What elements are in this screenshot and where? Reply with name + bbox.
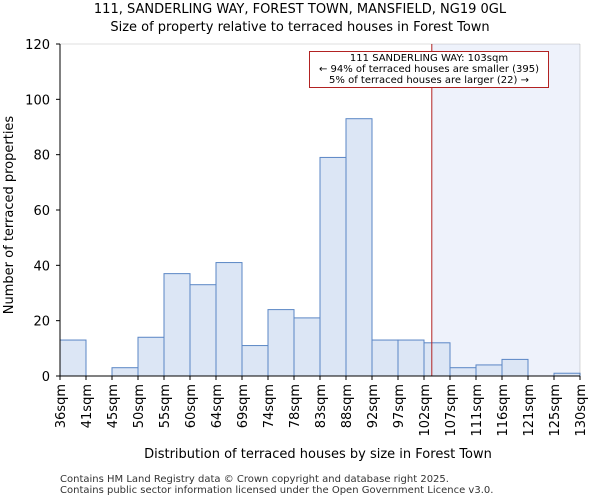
y-tick-label: 0	[42, 370, 50, 385]
bars-group	[59, 118, 581, 377]
x-tick-label: 102sqm	[418, 384, 433, 437]
bar-102sqm	[423, 342, 451, 377]
y-axis-label: Number of terraced properties	[2, 116, 17, 315]
x-tick-label: 69sqm	[236, 384, 251, 428]
annotation-line-3: 5% of terraced houses are larger (22) →	[329, 75, 529, 86]
bar-69sqm	[241, 345, 269, 377]
x-tick-label: 64sqm	[210, 384, 225, 428]
x-ticks-group: 36sqm 41sqm 45sqm 50sqm 55sqm 60sqm 64sqm 69sqm…	[54, 376, 589, 437]
x-tick-label: 130sqm	[574, 384, 589, 437]
x-tick-label: 92sqm	[366, 384, 381, 428]
x-tick-label: 97sqm	[392, 384, 407, 428]
bar-74sqm	[267, 309, 295, 377]
x-tick-label: 50sqm	[132, 384, 147, 428]
bar-83sqm	[319, 156, 347, 377]
x-tick-label: 36sqm	[54, 384, 69, 428]
x-tick-label: 78sqm	[288, 384, 303, 428]
x-tick-label: 125sqm	[548, 384, 563, 437]
y-tick-label: 20	[33, 315, 50, 330]
bar-50sqm	[137, 336, 165, 377]
annotation-line-1: 111 SANDERLING WAY: 103sqm	[349, 53, 509, 64]
bar-92sqm	[371, 339, 399, 377]
bar-64sqm	[215, 262, 243, 377]
y-tick-label: 60	[33, 204, 50, 219]
y-ticks-group: 0 20 40 60 80 100 120	[25, 38, 60, 385]
x-tick-label: 116sqm	[496, 384, 511, 437]
x-tick-label: 74sqm	[262, 384, 277, 428]
bar-55sqm	[163, 273, 191, 377]
chart-title-address: 111, SANDERLING WAY, FOREST TOWN, MANSFI…	[93, 2, 507, 17]
y-tick-label: 40	[33, 259, 50, 274]
x-tick-label: 41sqm	[80, 384, 95, 428]
bar-111sqm	[475, 364, 503, 377]
y-tick-label: 80	[33, 149, 50, 164]
x-tick-label: 83sqm	[314, 384, 329, 428]
y-tick-label: 100	[25, 93, 50, 108]
x-tick-label: 111sqm	[470, 384, 485, 437]
annotation-box: 111 SANDERLING WAY: 103sqm ← 94% of terr…	[309, 51, 549, 88]
x-tick-label: 45sqm	[106, 384, 121, 428]
x-axis-label: Distribution of terraced houses by size …	[144, 447, 492, 462]
y-tick-label: 120	[25, 38, 50, 53]
chart-subtitle: Size of property relative to terraced ho…	[110, 20, 490, 35]
x-tick-label: 60sqm	[184, 384, 199, 428]
bar-45sqm	[111, 367, 139, 377]
footer-licence: Contains public sector information licen…	[60, 485, 494, 496]
x-tick-label: 121sqm	[522, 384, 537, 437]
bar-78sqm	[293, 317, 321, 377]
bar-36sqm	[59, 339, 87, 377]
bar-60sqm	[189, 284, 217, 377]
annotation-line-2: ← 94% of terraced houses are smaller (39…	[318, 64, 540, 75]
bar-97sqm	[397, 339, 425, 377]
x-tick-label: 107sqm	[444, 384, 459, 437]
x-tick-label: 55sqm	[158, 384, 173, 428]
bar-107sqm	[449, 367, 477, 377]
bar-116sqm	[501, 358, 529, 377]
x-tick-label: 88sqm	[340, 384, 355, 428]
larger-region-highlight	[431, 44, 580, 376]
footer-copyright: Contains HM Land Registry data © Crown c…	[60, 474, 449, 485]
bar-88sqm	[345, 118, 373, 377]
